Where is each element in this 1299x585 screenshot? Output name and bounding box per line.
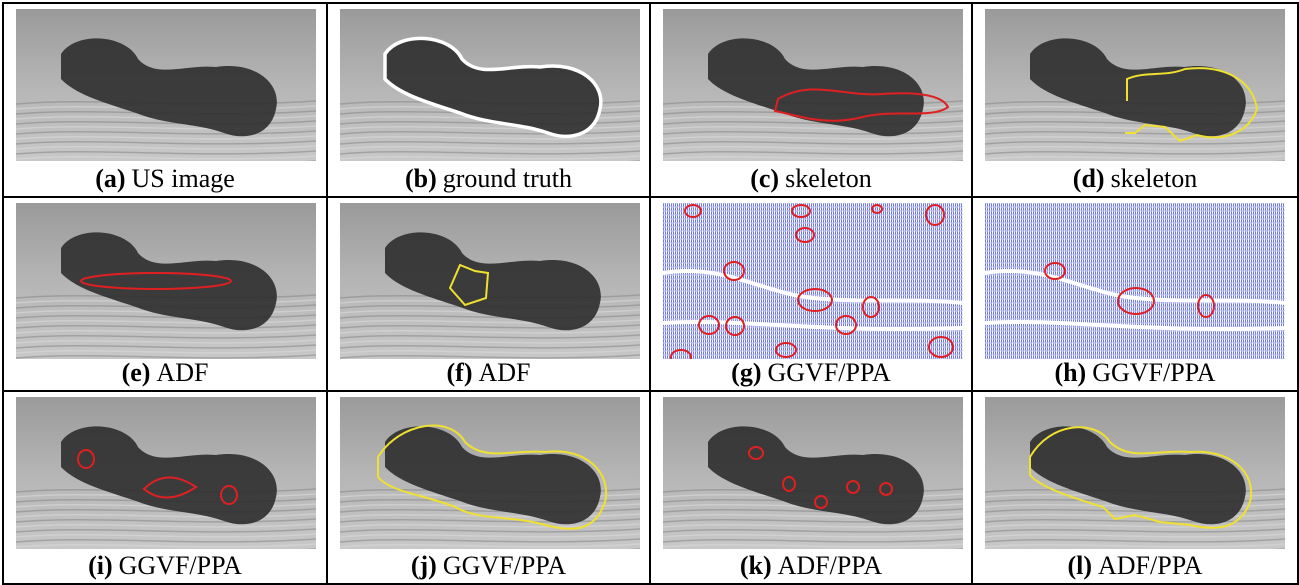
panel-label: (a) xyxy=(95,164,125,193)
panel-image xyxy=(16,397,316,549)
panel-image xyxy=(340,9,640,161)
panel: (b)ground truth xyxy=(326,2,651,198)
panel-caption: GGVF/PPA xyxy=(768,358,891,387)
vector-field xyxy=(985,203,1285,359)
panel-image xyxy=(985,203,1285,359)
panel-caption: ADF/PPA xyxy=(778,551,883,580)
panel-image xyxy=(663,397,963,549)
panel: (d)skeleton xyxy=(971,2,1299,198)
panel: (f)ADF xyxy=(326,196,651,392)
panel-label: (k) xyxy=(740,551,772,580)
panel-image xyxy=(985,397,1285,549)
panel-label: (l) xyxy=(1067,551,1092,580)
panel: (h)GGVF/PPA xyxy=(971,196,1299,392)
panel-image xyxy=(340,397,640,549)
panel-caption: GGVF/PPA xyxy=(119,551,242,580)
caption: (a)US image xyxy=(4,164,326,194)
panel-caption: ADF xyxy=(478,358,530,387)
caption: (g)GGVF/PPA xyxy=(651,358,971,388)
caption: (c)skeleton xyxy=(651,164,971,194)
panel-image xyxy=(985,9,1285,161)
panel: (g)GGVF/PPA xyxy=(649,196,973,392)
caption: (e)ADF xyxy=(4,358,326,388)
panel-label: (c) xyxy=(750,164,779,193)
panel: (l)ADF/PPA xyxy=(971,390,1299,585)
panel-caption: skeleton xyxy=(1111,164,1198,193)
panel-label: (g) xyxy=(731,358,761,387)
caption: (h)GGVF/PPA xyxy=(973,358,1297,388)
panel: (a)US image xyxy=(2,2,328,198)
caption: (j)GGVF/PPA xyxy=(328,551,649,581)
panel-caption: ground truth xyxy=(443,164,572,193)
panel: (i)GGVF/PPA xyxy=(2,390,328,585)
caption: (d)skeleton xyxy=(973,164,1297,194)
caption: (i)GGVF/PPA xyxy=(4,551,326,581)
panel-label: (f) xyxy=(447,358,473,387)
panel-caption: ADF xyxy=(156,358,208,387)
caption: (b)ground truth xyxy=(328,164,649,194)
panel: (c)skeleton xyxy=(649,2,973,198)
caption: (k)ADF/PPA xyxy=(651,551,971,581)
panel-caption: ADF/PPA xyxy=(1098,551,1203,580)
panel-label: (j) xyxy=(411,551,437,580)
vector-field xyxy=(663,203,963,359)
panel-caption: US image xyxy=(132,164,235,193)
panel-caption: GGVF/PPA xyxy=(443,551,566,580)
panel-label: (h) xyxy=(1054,358,1086,387)
panel-label: (e) xyxy=(122,358,151,387)
caption: (f)ADF xyxy=(328,358,649,388)
panel-image xyxy=(340,203,640,359)
panel-image xyxy=(663,9,963,161)
panel-caption: GGVF/PPA xyxy=(1092,358,1215,387)
panel-image xyxy=(663,203,963,359)
panel-image xyxy=(16,9,316,161)
figure: (a)US image(b)ground truth(c)skeleton(d)… xyxy=(0,0,1299,585)
panel: (k)ADF/PPA xyxy=(649,390,973,585)
panel: (e)ADF xyxy=(2,196,328,392)
panel-label: (b) xyxy=(405,164,437,193)
panel-label: (i) xyxy=(88,551,113,580)
panel-image xyxy=(16,203,316,359)
panel-caption: skeleton xyxy=(785,164,872,193)
panel-label: (d) xyxy=(1073,164,1105,193)
panel: (j)GGVF/PPA xyxy=(326,390,651,585)
caption: (l)ADF/PPA xyxy=(973,551,1297,581)
